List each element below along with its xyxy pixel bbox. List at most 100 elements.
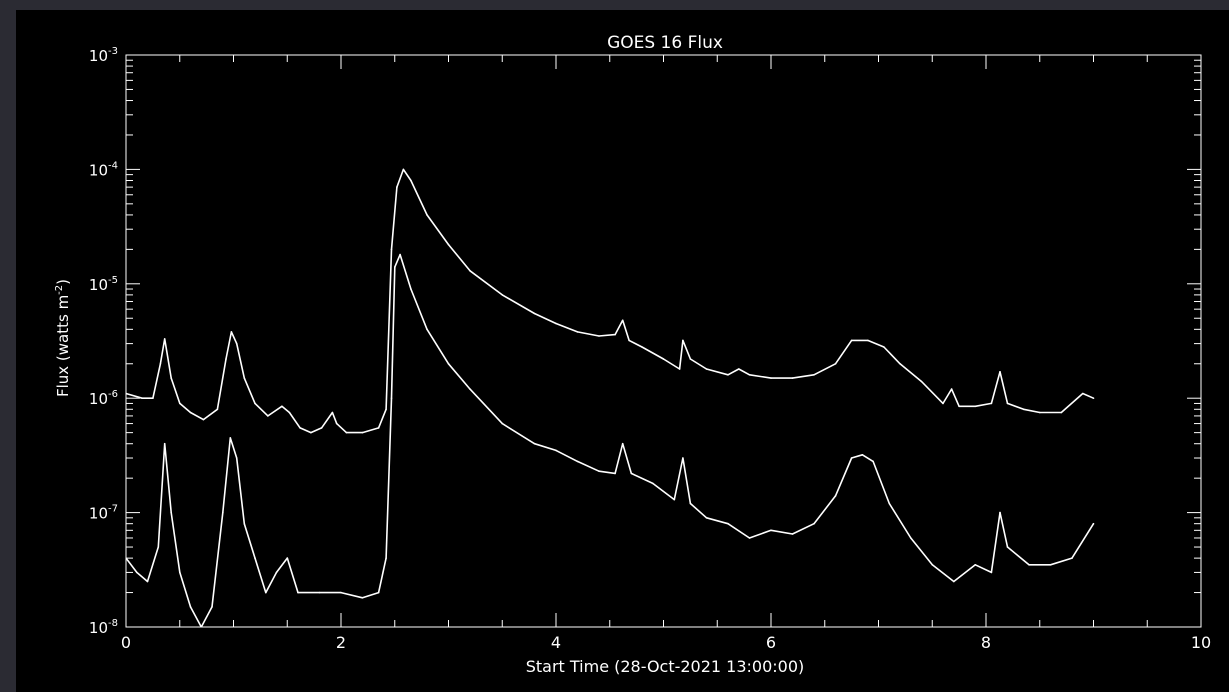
series-2-point bbox=[576, 460, 579, 463]
series-1-point bbox=[628, 339, 630, 342]
series-2-point bbox=[390, 397, 393, 400]
series-2-point bbox=[469, 388, 471, 390]
series-2-point bbox=[318, 591, 321, 594]
series-2-point bbox=[157, 546, 160, 548]
series-2-point bbox=[426, 328, 428, 331]
y-axis-label-sup: -2 bbox=[54, 285, 65, 295]
series-1-point bbox=[621, 319, 624, 322]
series-1-point bbox=[235, 342, 238, 345]
series-2-point bbox=[394, 266, 396, 268]
series-1-point bbox=[705, 368, 708, 370]
series-2-point bbox=[990, 571, 993, 574]
y-tick-label: 10-6 bbox=[89, 389, 118, 408]
series-1-point bbox=[501, 294, 504, 296]
series-1-point bbox=[999, 371, 1001, 373]
series-2-point bbox=[598, 470, 600, 473]
series-2-point bbox=[189, 606, 192, 608]
series-1-point bbox=[170, 377, 172, 379]
y-tick-label: 10-4 bbox=[89, 160, 118, 179]
series-2-point bbox=[447, 363, 450, 365]
series-1-point bbox=[385, 408, 387, 411]
series-1-point bbox=[189, 411, 192, 414]
series-2-point bbox=[953, 580, 955, 583]
series-2-point bbox=[243, 522, 246, 525]
series-1-point bbox=[331, 411, 334, 414]
series-1-point bbox=[727, 374, 729, 376]
series-2-point bbox=[254, 557, 256, 559]
series-2-point bbox=[126, 557, 127, 559]
series-1-point bbox=[883, 346, 885, 348]
series-2-point bbox=[1028, 564, 1030, 566]
x-axis-label: Start Time (28-Oct-2021 13:00:00) bbox=[526, 657, 805, 676]
series-2-point bbox=[931, 564, 934, 566]
series-1-point bbox=[576, 331, 579, 333]
series-1-point bbox=[834, 363, 837, 365]
series-1-point bbox=[770, 377, 772, 379]
ticks: 0 2 4 6 8 10 10-8 10-7 10-6 10-5 10-4 10-3 bbox=[89, 46, 1211, 652]
series-1-point bbox=[254, 402, 256, 405]
series-1-point bbox=[990, 402, 993, 405]
series-2-point bbox=[770, 529, 772, 532]
series-1-point bbox=[899, 363, 901, 365]
series-1-point bbox=[361, 431, 364, 434]
series-2-point bbox=[1049, 564, 1052, 566]
series-2-point bbox=[200, 626, 203, 627]
y-tick-label: 10-5 bbox=[89, 275, 118, 294]
series-2-point bbox=[748, 537, 751, 539]
series-1-point bbox=[662, 358, 665, 360]
series-1-point bbox=[1082, 392, 1084, 395]
series-2-point bbox=[834, 495, 837, 497]
series-2-point bbox=[146, 580, 149, 583]
y-axis-label-main: Flux (watts m bbox=[54, 295, 72, 397]
series-1-point bbox=[390, 248, 393, 251]
series-2-point bbox=[689, 502, 692, 505]
series-1-point bbox=[426, 214, 428, 216]
series-2-point bbox=[652, 482, 654, 485]
series-2-point bbox=[297, 591, 299, 594]
series-1-point bbox=[678, 368, 681, 370]
series-2-point bbox=[229, 437, 232, 439]
series-2-point bbox=[999, 511, 1001, 514]
series-1-point bbox=[345, 431, 348, 434]
series-1-point bbox=[555, 322, 557, 325]
series-2-point bbox=[410, 288, 412, 290]
series-1-point bbox=[791, 377, 794, 379]
series-1-point bbox=[288, 411, 291, 414]
axes bbox=[125, 54, 1202, 628]
series-1-point bbox=[230, 331, 233, 333]
series-1-point bbox=[533, 312, 536, 315]
goes-flux-chart: GOES 16 Flux 0 2 4 6 8 10 10-8 10-7 10-6 10-5 10-4… bbox=[54, 33, 1211, 676]
series-1-point bbox=[850, 339, 853, 342]
series-1-point bbox=[614, 333, 616, 336]
series-1-point bbox=[1039, 411, 1041, 414]
x-tick-label: 6 bbox=[766, 633, 776, 652]
series-2-point bbox=[813, 522, 815, 525]
series-1-point bbox=[598, 335, 600, 337]
series-1-point bbox=[1006, 402, 1009, 405]
series-2-point bbox=[974, 564, 977, 566]
series-2-point bbox=[179, 571, 181, 574]
series-2-point bbox=[682, 457, 684, 459]
series-1-point bbox=[469, 270, 471, 272]
series-1-point bbox=[738, 368, 740, 370]
series-1-point bbox=[813, 374, 815, 376]
series-1-point bbox=[958, 405, 960, 408]
x-tick-label: 2 bbox=[336, 633, 346, 652]
y-tick-label: 10-7 bbox=[89, 504, 118, 523]
series-1-point bbox=[1092, 397, 1095, 400]
y-tick-label: 10-3 bbox=[89, 46, 118, 65]
series-1-point bbox=[920, 380, 923, 383]
series-1-point bbox=[410, 179, 412, 182]
series-2-point bbox=[555, 449, 557, 452]
x-tick-label: 10 bbox=[1191, 633, 1211, 652]
y-axis-label-end: ) bbox=[54, 279, 72, 285]
series-1-point bbox=[1060, 411, 1063, 414]
series-2-point bbox=[1006, 546, 1009, 548]
y-axis-label: Flux (watts m-2) bbox=[54, 279, 72, 397]
series-2-point bbox=[136, 571, 138, 574]
series-2-point bbox=[361, 597, 364, 599]
series-line-1 bbox=[126, 168, 1094, 434]
series-2-point bbox=[235, 457, 238, 459]
x-tick-label: 8 bbox=[981, 633, 991, 652]
series-1-point bbox=[243, 377, 246, 379]
